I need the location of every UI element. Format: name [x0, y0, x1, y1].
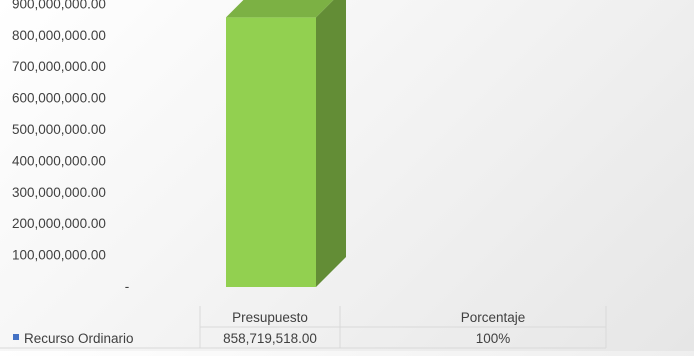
- bar-3d: [226, 0, 346, 288]
- series-name: Recurso Ordinario: [24, 331, 134, 346]
- y-tick-label: 100,000,000.00: [12, 248, 106, 263]
- bar-top-face: [226, 0, 334, 18]
- y-tick-label: 200,000,000.00: [12, 216, 106, 231]
- y-tick-label: 700,000,000.00: [12, 59, 106, 74]
- category-label: Porcentaje: [461, 310, 526, 325]
- bars-layer: [226, 0, 346, 288]
- category-label: Presupuesto: [232, 310, 308, 325]
- y-tick-label: 600,000,000.00: [12, 91, 106, 106]
- legend-marker: [13, 334, 19, 340]
- bar-side-face: [316, 0, 346, 287]
- y-tick-label: 900,000,000.00: [12, 0, 106, 11]
- data-table: Presupuesto Porcentaje Recurso Ordinario 85…: [0, 306, 607, 349]
- y-tick-label: 500,000,000.00: [12, 122, 106, 137]
- table-value: 858,719,518.00: [223, 331, 317, 346]
- y-tick-label: -: [125, 279, 130, 294]
- y-axis: - 100,000,000.00 200,000,000.00 300,000,000…: [12, 0, 129, 294]
- y-tick-label: 800,000,000.00: [12, 28, 106, 43]
- bar-front-face: [226, 17, 316, 288]
- y-tick-label: 300,000,000.00: [12, 185, 106, 200]
- y-tick-label: 400,000,000.00: [12, 153, 106, 168]
- table-value: 100%: [476, 331, 511, 346]
